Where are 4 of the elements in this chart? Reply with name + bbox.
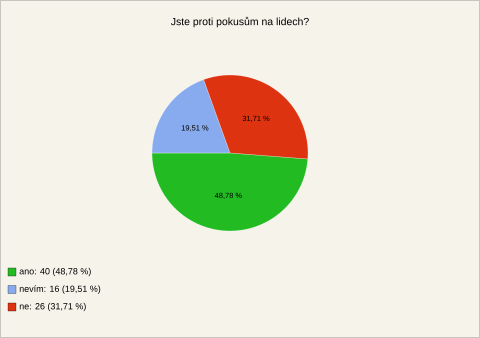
legend-label: ano: 40 (48,78 %) — [20, 268, 91, 276]
chart-title: Jste proti pokusům na lidech? — [170, 16, 309, 28]
legend-label: ne: 26 (31,71 %) — [20, 302, 86, 312]
legend-label: nevím: 16 (19,51 %) — [20, 285, 100, 294]
